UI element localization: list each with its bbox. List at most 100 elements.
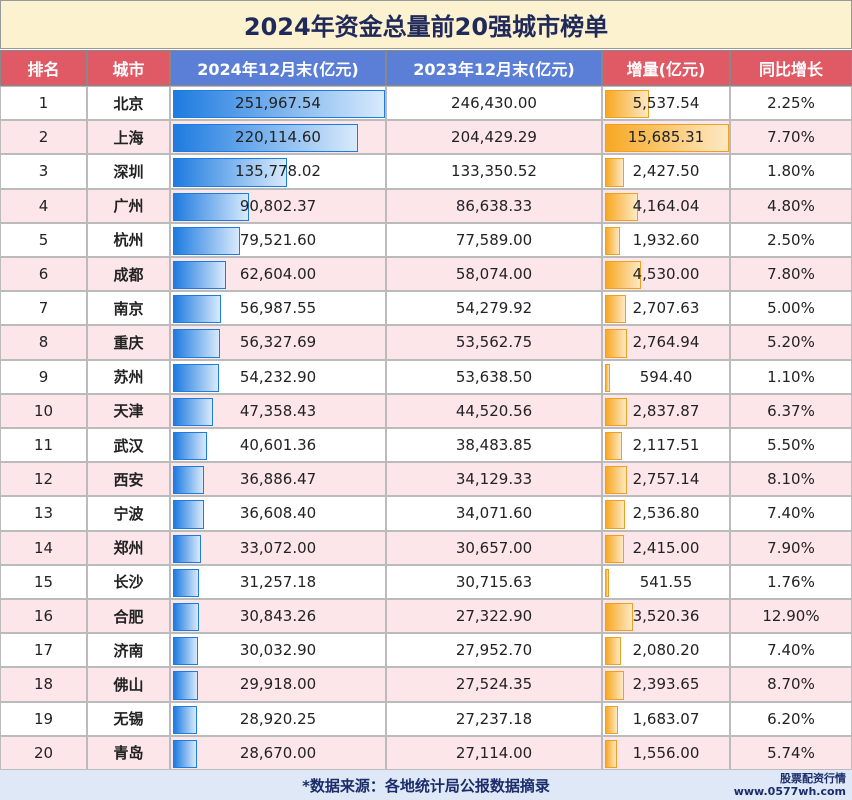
table-cell: 29,918.00 <box>170 667 386 702</box>
logo-text: 股票配资行情 <box>780 772 846 785</box>
cell-text: 28,920.25 <box>239 709 317 728</box>
data-bar <box>173 671 199 700</box>
table-cell: 宁波 <box>87 496 170 531</box>
table-cell: 27,237.18 <box>386 701 602 736</box>
table-cell: 苏州 <box>87 359 170 394</box>
cell-text: 5,537.54 <box>632 94 700 113</box>
data-bar <box>173 397 213 426</box>
table-cell: 30,657.00 <box>386 530 602 565</box>
cell-text: 54,232.90 <box>239 367 317 386</box>
table-cell: 7.40% <box>730 633 852 668</box>
cell-text: 4,530.00 <box>632 265 700 284</box>
cell-text: 29,918.00 <box>239 675 317 694</box>
table-cell: 14 <box>0 530 87 565</box>
table-cell: 79,521.60 <box>170 222 386 257</box>
table-cell: 上海 <box>87 120 170 155</box>
table-cell: 2,837.87 <box>602 393 730 428</box>
cell-text: 36,608.40 <box>239 504 317 523</box>
table-cell: 15,685.31 <box>602 120 730 155</box>
table-cell: 2,415.00 <box>602 530 730 565</box>
table-cell: 28,920.25 <box>170 701 386 736</box>
data-bar <box>605 637 622 666</box>
table-cell: 5.20% <box>730 325 852 360</box>
table-cell: 2 <box>0 120 87 155</box>
cell-text: 2,427.50 <box>632 162 700 181</box>
table-cell: 济南 <box>87 633 170 668</box>
data-bar <box>173 432 208 461</box>
table-cell: 13 <box>0 496 87 531</box>
table-cell: 90,802.37 <box>170 188 386 223</box>
table-cell: 15 <box>0 564 87 599</box>
data-bar <box>173 329 221 358</box>
table-cell: 16 <box>0 599 87 634</box>
table-cell: 77,589.00 <box>386 222 602 257</box>
table-cell: 10 <box>0 393 87 428</box>
table-cell: 34,129.33 <box>386 462 602 497</box>
cell-text: 4,164.04 <box>632 196 700 215</box>
table-cell: 5.00% <box>730 291 852 326</box>
table-cell: 佛山 <box>87 667 170 702</box>
table-cell: 56,987.55 <box>170 291 386 326</box>
table-cell: 1.76% <box>730 564 852 599</box>
table-cell: 4 <box>0 188 87 223</box>
table-cell: 27,952.70 <box>386 633 602 668</box>
table-cell: 成都 <box>87 257 170 292</box>
table-cell: 8.70% <box>730 667 852 702</box>
table-cell: 204,429.29 <box>386 120 602 155</box>
table-cell: 47,358.43 <box>170 393 386 428</box>
table-cell: 62,604.00 <box>170 257 386 292</box>
table-cell: 58,074.00 <box>386 257 602 292</box>
cell-text: 2,707.63 <box>632 299 700 318</box>
cell-text: 2,757.14 <box>632 470 700 489</box>
data-bar <box>173 90 385 119</box>
table-cell: 青岛 <box>87 735 170 770</box>
data-bar <box>605 329 627 358</box>
cell-text: 2,837.87 <box>632 401 700 420</box>
table-cell: 5,537.54 <box>602 86 730 121</box>
data-bar <box>173 705 198 734</box>
table-cell: 2,393.65 <box>602 667 730 702</box>
table-cell: 合肥 <box>87 599 170 634</box>
table-cell: 28,670.00 <box>170 735 386 770</box>
table-cell: 7.40% <box>730 496 852 531</box>
table-cell: 56,327.69 <box>170 325 386 360</box>
table-cell: 36,886.47 <box>170 462 386 497</box>
title: 2024年资金总量前20强城市榜单 <box>0 0 852 49</box>
table-cell: 5.50% <box>730 428 852 463</box>
data-bar <box>605 671 624 700</box>
table-cell: 无锡 <box>87 701 170 736</box>
table-cell: 1.80% <box>730 154 852 189</box>
column-header: 增量(亿元) <box>602 50 730 86</box>
table-cell: 18 <box>0 667 87 702</box>
table-cell: 天津 <box>87 393 170 428</box>
table-cell: 27,524.35 <box>386 667 602 702</box>
data-bar <box>173 363 219 392</box>
data-bar <box>173 295 221 324</box>
cell-text: 30,032.90 <box>239 641 317 660</box>
cell-text: 2,764.94 <box>632 333 700 352</box>
table-cell: 5 <box>0 222 87 257</box>
table-cell: 86,638.33 <box>386 188 602 223</box>
column-header: 城市 <box>87 50 170 86</box>
table-cell: 长沙 <box>87 564 170 599</box>
table-cell: 2,707.63 <box>602 291 730 326</box>
table-cell: 12.90% <box>730 599 852 634</box>
table-cell: 17 <box>0 633 87 668</box>
data-bar <box>605 603 633 632</box>
data-bar <box>173 261 226 290</box>
table-cell: 38,483.85 <box>386 428 602 463</box>
table-cell: 135,778.02 <box>170 154 386 189</box>
cell-text: 33,072.00 <box>239 538 317 557</box>
table-cell: 2,536.80 <box>602 496 730 531</box>
data-bar <box>605 158 625 187</box>
data-bar <box>605 226 621 255</box>
table-cell: 6.20% <box>730 701 852 736</box>
data-bar <box>605 568 610 597</box>
data-bar <box>605 534 625 563</box>
table-cell: 12 <box>0 462 87 497</box>
table-cell: 31,257.18 <box>170 564 386 599</box>
cell-text: 2,393.65 <box>632 675 700 694</box>
cell-text: 1,932.60 <box>632 230 700 249</box>
data-bar <box>173 466 205 495</box>
table-cell: 2,080.20 <box>602 633 730 668</box>
